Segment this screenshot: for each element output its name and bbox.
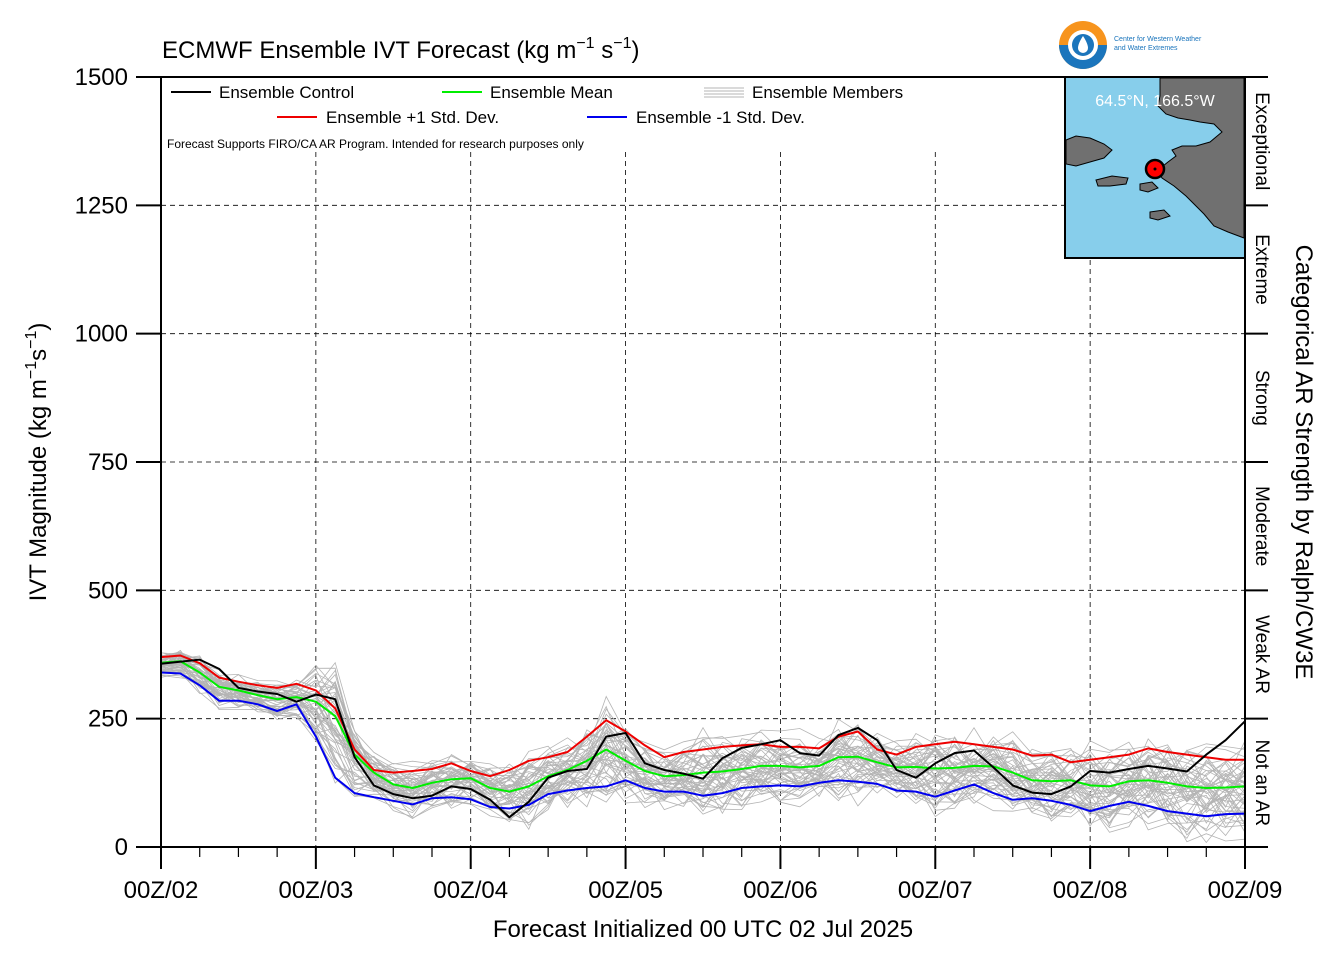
member-line — [160, 652, 1246, 791]
x-tick-label: 00Z/08 — [1053, 877, 1128, 904]
legend-members-label: Ensemble Members — [752, 83, 903, 102]
y-tick-label: 500 — [88, 577, 128, 604]
chart-title-mid: s — [595, 37, 614, 64]
y-axis: 0 250 500 750 1000 1250 1500 — [75, 64, 161, 861]
chart-title-exp1: −1 — [576, 35, 594, 52]
inset-island-3 — [1149, 209, 1171, 221]
legend-minus-sd-label: Ensemble -1 Std. Dev. — [636, 108, 805, 127]
x-tick-label: 00Z/07 — [898, 877, 973, 904]
category-axis: Not an AR Weak AR Moderate Strong Extreme Exc… — [1245, 76, 1272, 848]
legend-members-swatch — [704, 87, 744, 98]
member-line — [160, 651, 1246, 805]
x-tick-label: 00Z/05 — [588, 877, 663, 904]
chart-title-end: ) — [631, 37, 639, 64]
legend: Ensemble Control Ensemble Mean Ensemble … — [167, 83, 903, 151]
member-line — [160, 649, 1246, 797]
member-line — [160, 674, 1246, 832]
y-axis-label-base: IVT Magnitude (kg m — [25, 379, 52, 601]
logo-text-line1: Center for Western Weather — [1114, 36, 1202, 43]
chart-title-exp2: −1 — [613, 35, 631, 52]
logo-drop-icon — [1078, 36, 1088, 53]
x-tick-label: 00Z/02 — [124, 877, 199, 904]
category-label: Not an AR — [1251, 739, 1272, 826]
legend-plus-sd-label: Ensemble +1 Std. Dev. — [326, 108, 499, 127]
ensemble-members — [160, 649, 1246, 844]
inset-land-peninsula — [1065, 135, 1113, 167]
plus-sd-line — [160, 654, 1245, 778]
x-tick-label: 00Z/09 — [1208, 877, 1283, 904]
member-line — [160, 654, 1246, 814]
y-axis-label-exp2: −1 — [23, 330, 40, 348]
y-tick-label: 1250 — [75, 192, 128, 219]
legend-mean-label: Ensemble Mean — [490, 83, 613, 102]
member-line — [160, 673, 1246, 833]
y-tick-label: 1000 — [75, 321, 128, 348]
series-lines — [160, 654, 1246, 819]
y-tick-label: 0 — [115, 834, 128, 861]
location-inset-map: 64.5°N, 166.5°W — [1064, 76, 1246, 259]
chart-title-base: ECMWF Ensemble IVT Forecast (kg m — [162, 37, 576, 64]
x-axis-label: Forecast Initialized 00 UTC 02 Jul 2025 — [493, 916, 913, 943]
inset-island-1 — [1095, 175, 1129, 187]
location-marker-dot — [1153, 167, 1157, 171]
inset-island-2 — [1139, 181, 1159, 193]
legend-control-label: Ensemble Control — [219, 83, 354, 102]
right-axis-label: Categorical AR Strength by Ralph/CW3E — [1290, 245, 1317, 680]
y-tick-label: 1500 — [75, 64, 128, 91]
category-label: Extreme — [1251, 234, 1272, 305]
chart-title: ECMWF Ensemble IVT Forecast (kg m−1 s−1) — [162, 35, 639, 64]
minus-sd-line — [160, 671, 1246, 818]
x-axis: 00Z/02 00Z/03 00Z/04 00Z/05 00Z/06 00Z/07 00Z/… — [124, 847, 1283, 904]
category-label: Moderate — [1251, 486, 1272, 566]
x-tick-label: 00Z/04 — [433, 877, 508, 904]
x-tick-label: 00Z/03 — [278, 877, 353, 904]
inset-land-northeast — [1157, 77, 1245, 239]
member-line — [160, 675, 1246, 829]
logo-text-line2: and Water Extremes — [1114, 45, 1178, 52]
member-line — [160, 665, 1246, 814]
x-tick-label: 00Z/06 — [743, 877, 818, 904]
y-tick-label: 750 — [88, 449, 128, 476]
disclaimer-text: Forecast Supports FIRO/CA AR Program. In… — [167, 137, 584, 151]
mean-line — [160, 660, 1246, 793]
inset-location-label: 64.5°N, 166.5°W — [1095, 93, 1215, 110]
category-label: Exceptional — [1251, 92, 1272, 190]
member-line — [160, 652, 1246, 812]
y-axis-label-mid: s — [25, 349, 52, 361]
control-line — [160, 658, 1246, 819]
member-line — [160, 666, 1246, 814]
cw3e-logo: Center for Western Weather and Water Ext… — [1059, 21, 1202, 69]
y-tick-label: 250 — [88, 706, 128, 733]
y-axis-label-end: ) — [25, 323, 52, 331]
y-axis-label: IVT Magnitude (kg m−1s−1) — [23, 323, 52, 602]
category-label: Strong — [1251, 370, 1272, 426]
y-axis-label-exp1: −1 — [23, 361, 40, 379]
category-label: Weak AR — [1251, 615, 1272, 694]
